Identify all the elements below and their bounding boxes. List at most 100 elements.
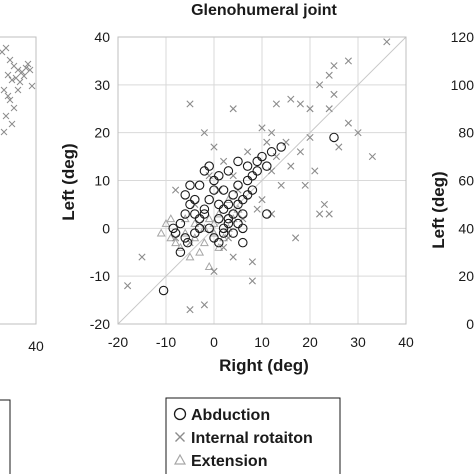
- left-data-point-x: [4, 92, 12, 100]
- data-point-x: [210, 267, 218, 275]
- data-point-triangle: [223, 195, 233, 204]
- data-point-triangle: [180, 214, 190, 223]
- left-data-point-x: [24, 60, 32, 68]
- right-y-tick-label: 20: [458, 268, 474, 284]
- data-point-circle: [228, 228, 238, 238]
- left-data-point-x: [28, 82, 36, 90]
- right-partial-chart: 0 20 40 60 80 100 120 Left (deg): [429, 29, 474, 332]
- data-point-circle: [182, 237, 193, 248]
- left-data-point-x: [2, 44, 10, 52]
- data-point-circle: [247, 170, 258, 181]
- left-x-tick-label: 40: [28, 338, 44, 354]
- left-data-point-x: [6, 56, 14, 64]
- left-data-point-x: [8, 120, 16, 128]
- data-point-circle: [175, 218, 186, 229]
- data-point-circle: [194, 214, 205, 224]
- data-point-circle: [247, 185, 258, 195]
- data-point-circle: [238, 223, 248, 234]
- data-point-x: [325, 210, 333, 218]
- data-point-x: [272, 152, 280, 161]
- data-point-x: [138, 253, 146, 261]
- data-point-circle: [257, 151, 267, 162]
- data-point-circle: [262, 209, 272, 219]
- data-point-x: [215, 186, 223, 194]
- x-axis-title: Right (deg): [219, 356, 309, 375]
- y-tick-label: 0: [102, 220, 110, 236]
- data-point-triangle: [166, 233, 176, 242]
- right-y-tick-label: 0: [466, 316, 474, 332]
- data-point-circle: [190, 194, 200, 205]
- data-point-x: [263, 138, 271, 146]
- legend-marker-circle: [173, 407, 187, 421]
- data-point-triangle: [209, 228, 219, 237]
- data-point-circle: [199, 209, 210, 219]
- data-point-circle: [180, 190, 190, 200]
- data-point-circle: [204, 161, 214, 171]
- data-point-triangle: [209, 218, 219, 227]
- right-y-tick-label: 120: [451, 29, 474, 45]
- legend-marker-triangle: [173, 453, 187, 465]
- data-point-circle: [209, 175, 219, 186]
- data-point-circle: [180, 209, 190, 219]
- data-point-triangle: [156, 228, 166, 237]
- data-point-circle: [223, 218, 234, 229]
- data-point-triangle: [204, 214, 214, 223]
- left-data-point-x: [26, 66, 34, 74]
- data-point-x: [320, 200, 328, 209]
- left-data-point-x: [0, 128, 8, 136]
- data-point-circle: [209, 233, 219, 243]
- series-x: [124, 38, 391, 314]
- left-data-point-x: [16, 78, 24, 86]
- data-point-triangle: [223, 223, 233, 232]
- data-point-circle: [233, 180, 243, 191]
- data-point-circle: [218, 185, 229, 195]
- data-point-triangle: [166, 214, 176, 223]
- data-point-circle: [218, 204, 229, 214]
- data-point-x: [220, 157, 228, 165]
- data-point-x: [268, 129, 276, 137]
- data-point-x: [210, 143, 218, 151]
- data-point-circle: [223, 214, 234, 224]
- data-point-x: [330, 90, 338, 98]
- data-point-triangle: [190, 218, 200, 227]
- data-point-circle: [199, 204, 210, 214]
- x-tick-label: 30: [350, 334, 366, 350]
- data-point-circle: [214, 170, 224, 181]
- legend-label: Extension: [191, 453, 267, 470]
- data-point-circle: [185, 199, 195, 210]
- left-data-point-x: [14, 66, 22, 74]
- data-point-circle: [242, 175, 253, 186]
- data-point-circle: [180, 233, 190, 243]
- left-data-point-x: [20, 72, 28, 80]
- data-point-x: [124, 282, 132, 290]
- data-point-x: [301, 181, 309, 189]
- data-point-x: [205, 172, 213, 180]
- data-point-circle: [199, 166, 210, 176]
- data-point-triangle: [228, 214, 238, 223]
- data-point-x: [253, 205, 261, 213]
- y-tick-label: 10: [94, 173, 110, 189]
- data-point-circle: [329, 132, 339, 143]
- data-point-circle: [238, 209, 248, 219]
- y-tick-label: 20: [94, 125, 110, 141]
- right-y-tick-label: 40: [458, 220, 474, 236]
- data-point-circle: [204, 194, 214, 205]
- x-tick-label: 10: [254, 334, 270, 350]
- legend-item: Extension: [173, 453, 267, 470]
- y-axis-ticks: -20 -10 0 10 20 30 40: [90, 29, 110, 332]
- legend-label: Abduction: [191, 407, 270, 424]
- data-point-circle: [209, 185, 219, 195]
- data-point-x: [335, 143, 343, 151]
- x-tick-label: -10: [156, 334, 176, 350]
- data-point-circle: [170, 228, 181, 238]
- x-tick-label: 40: [398, 334, 414, 350]
- data-point-x: [296, 100, 304, 108]
- left-data-point-x: [2, 112, 10, 120]
- data-point-x: [325, 71, 333, 79]
- left-plot-frame: [0, 36, 37, 325]
- data-point-circle: [266, 147, 277, 157]
- data-point-x: [234, 186, 242, 194]
- data-point-circle: [168, 223, 178, 234]
- left-data-point-x: [8, 76, 16, 84]
